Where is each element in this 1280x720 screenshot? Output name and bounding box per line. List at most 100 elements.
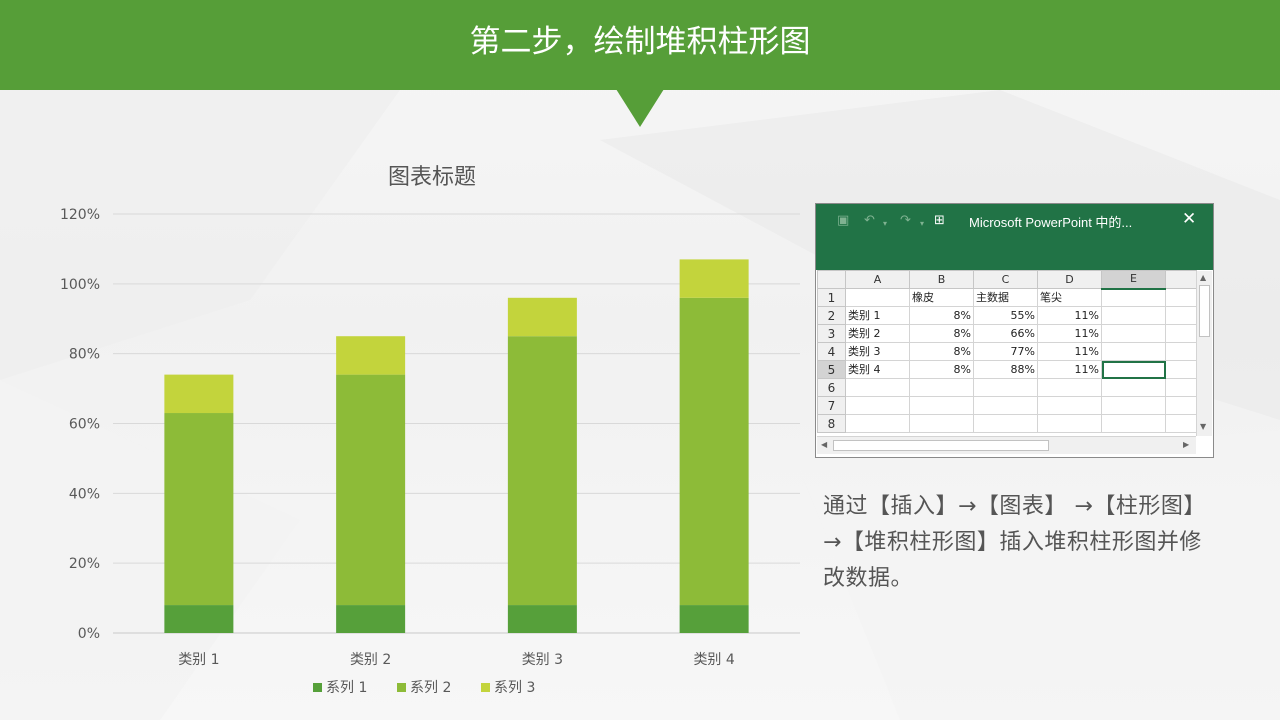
table-cell[interactable]: 55% [973,306,1038,325]
table-cell[interactable]: 类别 3 [845,342,910,361]
scroll-right-icon[interactable]: ▶ [1183,440,1190,449]
scroll-down-icon[interactable]: ▼ [1200,422,1207,431]
table-cell[interactable] [1101,378,1166,397]
table-cell[interactable]: 类别 2 [845,324,910,343]
table-cell[interactable] [1101,414,1166,433]
table-row: 2 类别 1 8% 55% 11% [817,306,1197,325]
table-cell[interactable] [1101,396,1166,415]
table-cell[interactable]: 11% [1037,306,1102,325]
column-header[interactable]: C [973,270,1038,289]
bar-segment [679,259,749,298]
table-cell[interactable]: 类别 4 [845,360,910,379]
table-cell[interactable]: 11% [1037,324,1102,343]
table-cell[interactable]: 11% [1037,360,1102,379]
table-cell[interactable] [909,414,974,433]
x-tick-label: 类别 4 [693,652,734,668]
table-cell[interactable] [973,378,1038,397]
undo-dropdown-icon[interactable]: ▾ [883,219,888,228]
y-tick-label: 80% [69,347,100,363]
table-cell[interactable]: 88% [973,360,1038,379]
row-header[interactable]: 6 [817,378,846,397]
row-header[interactable]: 2 [817,306,846,325]
legend-label: 系列 2 [410,680,451,696]
column-header[interactable]: A [845,270,910,289]
table-cell[interactable] [845,288,910,307]
table-cell[interactable]: 类别 1 [845,306,910,325]
table-cell[interactable] [1101,342,1166,361]
table-cell[interactable] [1101,288,1166,307]
table-cell[interactable] [973,396,1038,415]
bar-segment [679,605,749,633]
y-tick-label: 0% [78,626,100,642]
row-header[interactable]: 7 [817,396,846,415]
excel-titlebar: ▣ ↶ ▾ ↷ ▾ ⊞ Microsoft PowerPoint 中的... ✕ [816,204,1213,270]
bar-segment [507,336,577,606]
x-tick-label: 类别 2 [350,652,391,668]
legend-label: 系列 3 [494,680,535,696]
table-cell[interactable]: 8% [909,360,974,379]
table-cell[interactable]: 橡皮 [909,288,974,307]
table-cell[interactable] [909,378,974,397]
table-cell[interactable]: 11% [1037,342,1102,361]
column-header[interactable]: E [1101,270,1166,290]
row-header[interactable]: 5 [817,360,846,379]
table-cell[interactable] [1165,324,1197,343]
table-cell[interactable] [845,414,910,433]
select-all-corner[interactable] [817,270,846,289]
table-cell[interactable]: 8% [909,306,974,325]
vertical-scrollbar[interactable]: ▲ ▼ [1196,271,1212,436]
undo-icon[interactable]: ↶ [864,213,875,228]
table-cell[interactable] [1165,378,1197,397]
horizontal-scrollbar[interactable]: ◀ ▶ [817,436,1196,454]
table-cell[interactable] [1165,414,1197,433]
scroll-up-icon[interactable]: ▲ [1200,273,1207,282]
x-tick-label: 类别 1 [178,652,219,668]
banner-pointer [616,89,664,127]
redo-dropdown-icon[interactable]: ▾ [920,219,925,228]
spreadsheet-grid[interactable]: A B C D E 1 橡皮 主数据 笔尖 2 类别 1 8% 55% 11% 3 类别 2 8% 66% 11% 4… [817,270,1197,433]
close-icon[interactable]: ✕ [1182,209,1197,229]
row-header[interactable]: 8 [817,414,846,433]
table-cell[interactable] [973,414,1038,433]
title-banner: 第二步，绘制堆积柱形图 [0,0,1280,90]
scroll-left-icon[interactable]: ◀ [821,440,828,449]
table-cell[interactable]: 笔尖 [1037,288,1102,307]
table-cell[interactable] [909,396,974,415]
column-header[interactable]: B [909,270,974,289]
table-cell[interactable] [1165,396,1197,415]
horizontal-scroll-thumb[interactable] [833,440,1049,451]
table-cell[interactable] [1101,324,1166,343]
table-cell[interactable]: 77% [973,342,1038,361]
table-cell[interactable] [845,378,910,397]
table-cell[interactable] [845,396,910,415]
y-tick-label: 120% [60,207,100,223]
column-header[interactable] [1165,270,1197,289]
row-header[interactable]: 1 [817,288,846,307]
table-cell[interactable] [1037,378,1102,397]
table-cell[interactable] [1101,360,1166,379]
bar-segment [507,605,577,633]
table-cell[interactable] [1165,342,1197,361]
vertical-scroll-thumb[interactable] [1199,285,1210,337]
edit-in-excel-icon[interactable]: ⊞ [934,213,945,228]
row-header[interactable]: 4 [817,342,846,361]
bar-segment [507,297,577,337]
row-header[interactable]: 3 [817,324,846,343]
table-cell[interactable]: 8% [909,324,974,343]
legend-swatch [397,683,406,692]
column-header[interactable]: D [1037,270,1102,289]
save-icon[interactable]: ▣ [837,213,850,228]
redo-icon[interactable]: ↷ [900,213,911,228]
table-cell[interactable] [1037,396,1102,415]
chart-title: 图表标题 [388,165,476,190]
table-cell[interactable] [1165,288,1197,307]
table-cell[interactable]: 66% [973,324,1038,343]
table-cell[interactable]: 8% [909,342,974,361]
table-cell[interactable] [1165,360,1197,379]
table-cell[interactable]: 主数据 [973,288,1038,307]
table-cell[interactable] [1101,306,1166,325]
y-tick-label: 60% [69,417,100,433]
table-cell[interactable] [1165,306,1197,325]
table-cell[interactable] [1037,414,1102,433]
